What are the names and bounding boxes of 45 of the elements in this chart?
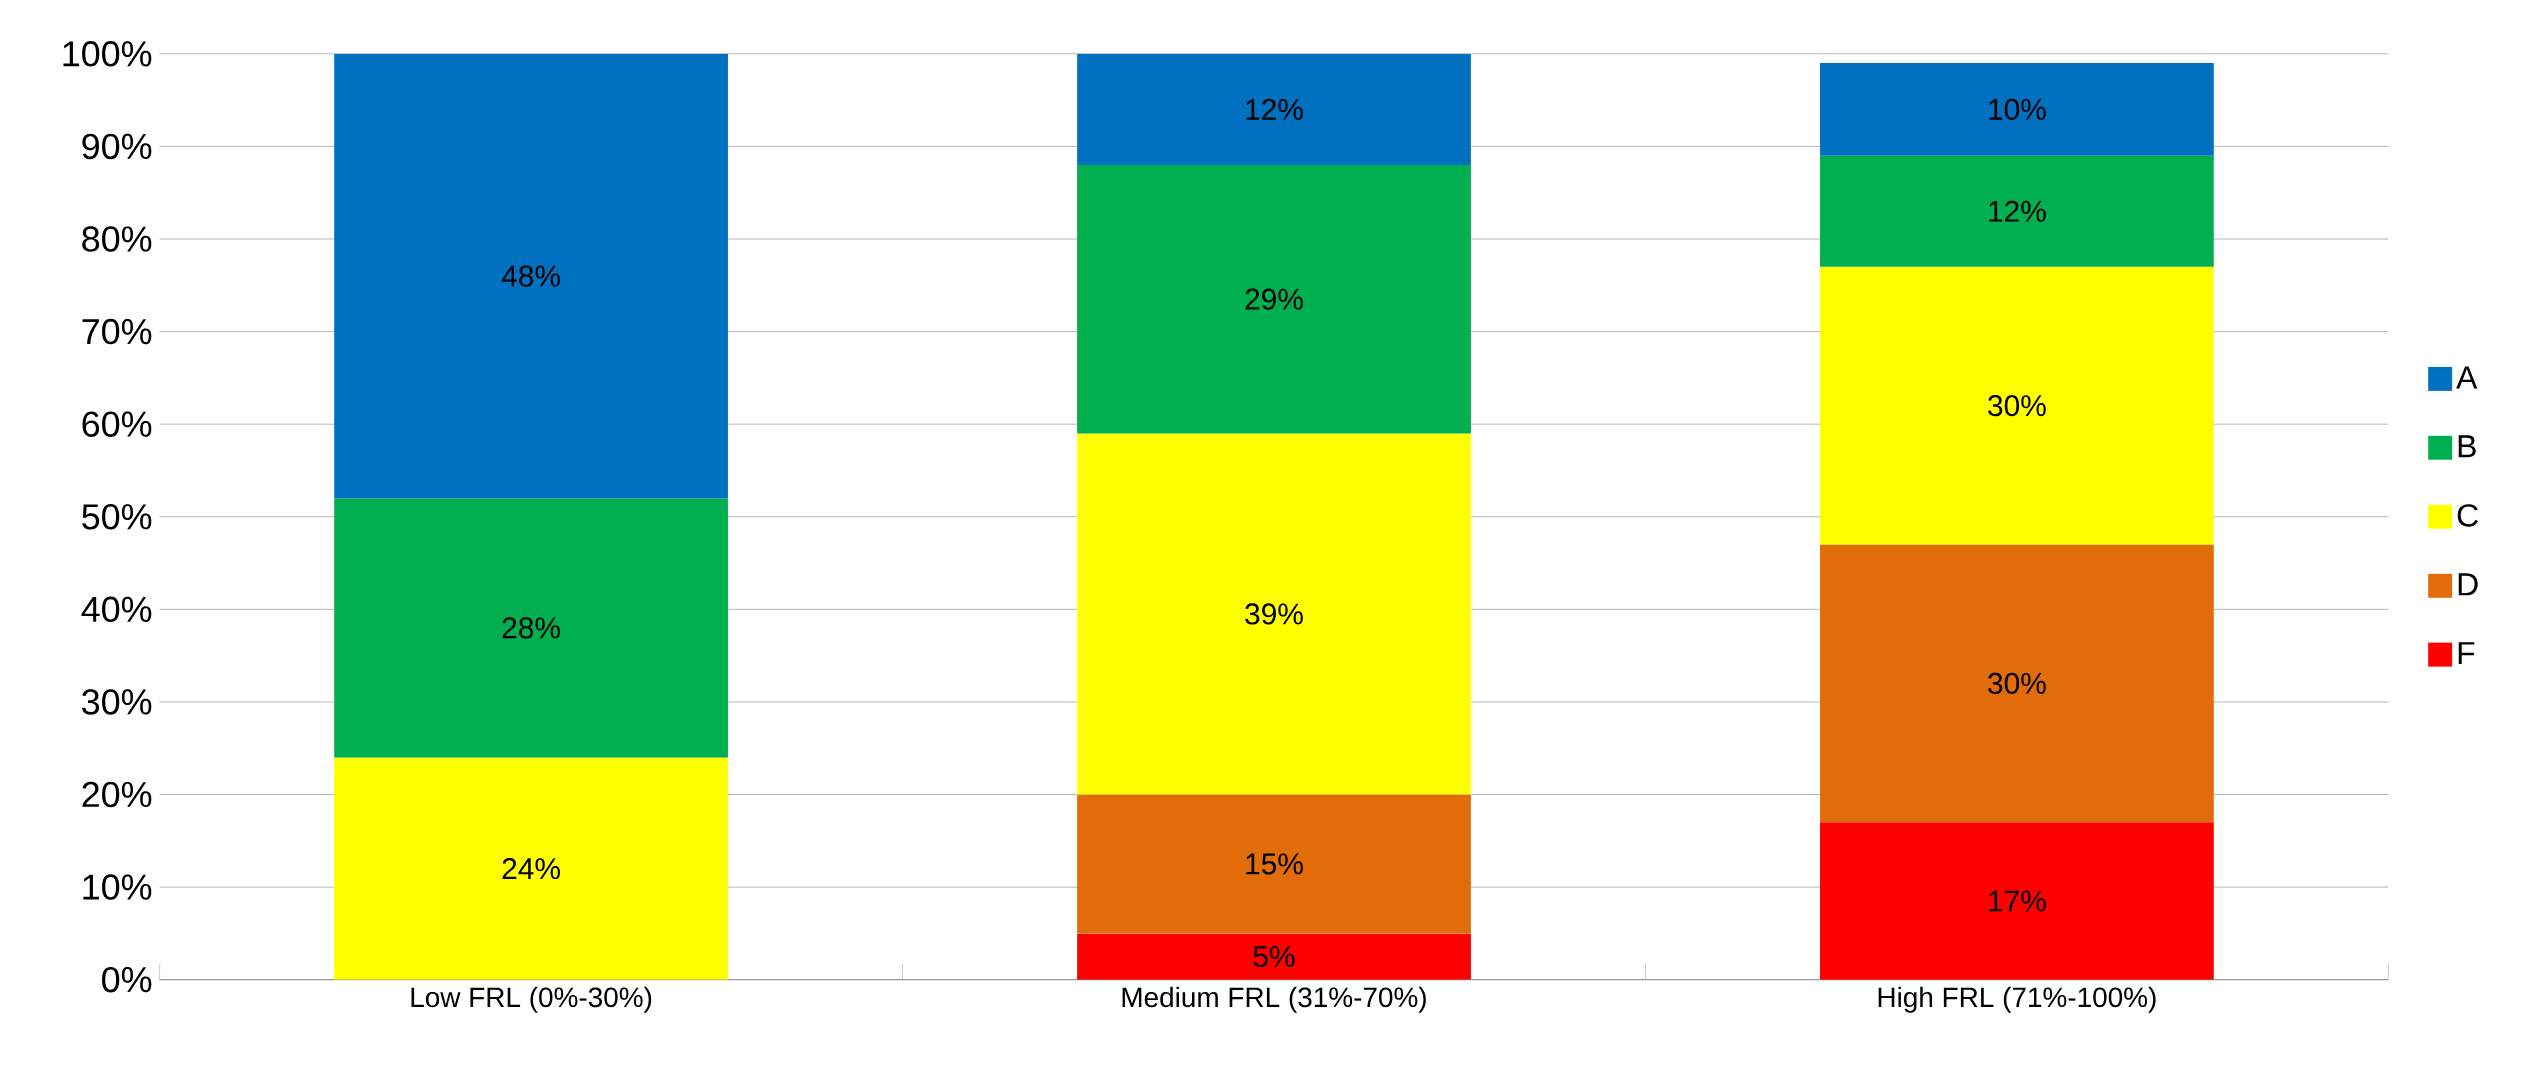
data-label: 30% <box>1988 672 2046 694</box>
data-label: 48% <box>501 265 560 287</box>
data-label: 10% <box>1989 98 2046 120</box>
legend-label: C <box>2457 503 2478 527</box>
legend-label: F <box>2458 641 2475 664</box>
y-tick-label: 90% <box>82 133 152 159</box>
data-label: 29% <box>1245 288 1303 310</box>
bar <box>1820 822 2214 980</box>
y-tick-label: 50% <box>82 503 152 530</box>
bar <box>1820 155 2214 267</box>
legend-label: D <box>2458 573 2478 596</box>
x-tick-label: Medium FRL (31%-70%) <box>1122 986 1426 1013</box>
y-tick-label: 70% <box>82 318 152 345</box>
data-label: 24% <box>502 857 560 879</box>
bar <box>1077 433 1471 795</box>
data-label: 30% <box>1988 394 2046 417</box>
x-tick-label: High FRL (71%-100%) <box>1878 986 2156 1013</box>
bar <box>1077 933 1471 980</box>
y-tick-label: 80% <box>82 226 152 252</box>
y-tick-label: 100% <box>63 40 152 67</box>
bar <box>1820 544 2214 823</box>
bar <box>1077 794 1471 934</box>
data-label: 39% <box>1245 603 1303 625</box>
data-label: 5% <box>1253 945 1295 967</box>
bar <box>1077 164 1471 434</box>
y-tick-label: 10% <box>83 874 152 900</box>
y-tick-label: 60% <box>82 411 152 437</box>
data-label: 12% <box>1246 98 1303 120</box>
data-label: 15% <box>1246 853 1303 875</box>
y-tick-label: 40% <box>81 596 152 622</box>
data-label: 12% <box>1989 200 2046 222</box>
x-tick-label: Low FRL (0%-30%) <box>411 986 652 1013</box>
bar <box>334 53 728 499</box>
legend-label: B <box>2458 435 2476 457</box>
y-tick-label: 30% <box>82 688 152 715</box>
bar <box>334 498 728 758</box>
y-tick-label: 20% <box>82 781 152 807</box>
bar <box>334 757 728 980</box>
legend-label: A <box>2456 366 2478 389</box>
data-label: 28% <box>502 617 560 639</box>
bar <box>1820 62 2214 156</box>
bar <box>1077 53 1471 165</box>
y-tick-label: 0% <box>102 966 152 993</box>
bar <box>1820 266 2214 545</box>
data-label: 17% <box>1989 890 2046 912</box>
